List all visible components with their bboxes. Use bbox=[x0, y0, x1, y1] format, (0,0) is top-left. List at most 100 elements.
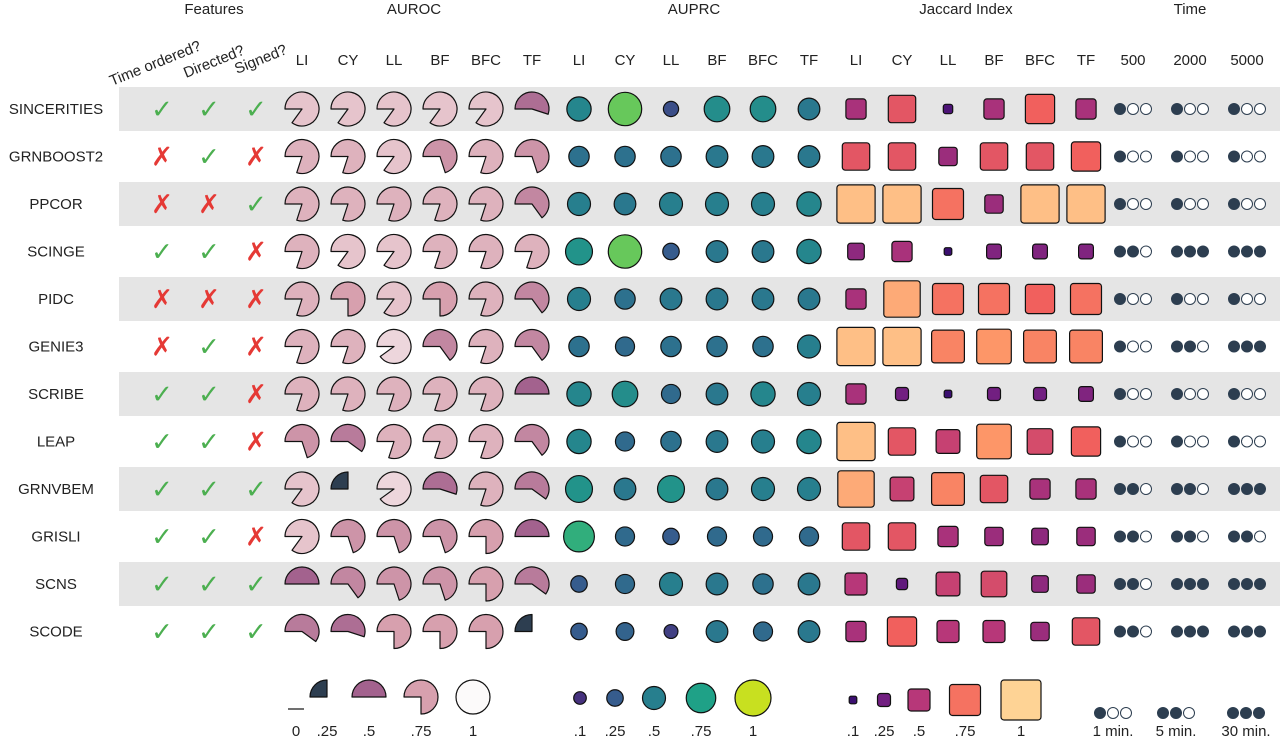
jaccard-square bbox=[1031, 622, 1049, 640]
dataset-subheaders: LI CY LL BF BFC TF LI CY LL BF BFC TF LI CY LL BF BFC TF 5… bbox=[296, 52, 1264, 69]
time-header: 5000 bbox=[1230, 52, 1263, 69]
time-indicator bbox=[1229, 199, 1266, 210]
time-dot bbox=[1172, 199, 1183, 210]
legend-label: .25 bbox=[874, 723, 895, 740]
time-dot bbox=[1128, 199, 1139, 210]
auprc-dot bbox=[615, 146, 635, 166]
auprc-dot bbox=[752, 146, 774, 168]
time-indicator bbox=[1115, 151, 1152, 162]
time-indicator bbox=[1229, 389, 1266, 400]
time-indicator bbox=[1172, 436, 1209, 447]
auroc-pie bbox=[331, 330, 365, 364]
dataset-header: CY bbox=[892, 52, 913, 69]
time-dot bbox=[1185, 579, 1196, 590]
time-indicator bbox=[1115, 626, 1152, 637]
time-dot bbox=[1115, 151, 1126, 162]
legend-label: .25 bbox=[605, 723, 626, 740]
check-icon: ✓ bbox=[151, 618, 173, 648]
dataset-header: LI bbox=[573, 52, 586, 69]
auprc-dot bbox=[658, 476, 685, 503]
time-dot bbox=[1171, 708, 1182, 719]
jaccard-square bbox=[1071, 427, 1100, 456]
jaccard-square bbox=[980, 475, 1007, 502]
jaccard-square bbox=[1079, 387, 1094, 402]
time-indicator bbox=[1229, 294, 1266, 305]
jaccard-square bbox=[846, 621, 866, 641]
time-dot bbox=[1141, 246, 1152, 257]
time-dot bbox=[1095, 708, 1106, 719]
dataset-header: TF bbox=[1077, 52, 1095, 69]
auprc-dot bbox=[706, 288, 728, 310]
time-indicator bbox=[1229, 104, 1266, 115]
auroc-pie bbox=[331, 520, 365, 553]
time-dot bbox=[1229, 389, 1240, 400]
time-dot bbox=[1141, 626, 1152, 637]
legend-label: 30 min. bbox=[1221, 723, 1270, 740]
time-indicator bbox=[1115, 436, 1152, 447]
auroc-pie bbox=[331, 140, 365, 174]
auprc-dot bbox=[797, 192, 821, 216]
time-dot bbox=[1198, 246, 1209, 257]
dataset-header: LI bbox=[296, 52, 309, 69]
time-dot bbox=[1255, 626, 1266, 637]
auroc-pie bbox=[423, 140, 457, 173]
check-icon: ✓ bbox=[245, 618, 267, 648]
auprc-dot bbox=[612, 381, 638, 407]
time-dot bbox=[1141, 104, 1152, 115]
time-dot bbox=[1115, 246, 1126, 257]
cross-icon: ✗ bbox=[151, 285, 173, 315]
auroc-pie bbox=[285, 425, 319, 458]
auroc-pie bbox=[377, 139, 411, 173]
time-indicator bbox=[1115, 246, 1152, 257]
jaccard-square bbox=[943, 104, 952, 113]
time-dot bbox=[1229, 104, 1240, 115]
jaccard-square bbox=[1032, 528, 1049, 545]
auprc-dot bbox=[707, 527, 726, 546]
auprc-dot bbox=[615, 337, 634, 356]
jaccard-square bbox=[1027, 429, 1053, 455]
time-dot bbox=[1198, 579, 1209, 590]
jaccard-square bbox=[896, 388, 909, 401]
time-dot bbox=[1185, 531, 1196, 542]
time-dot bbox=[1115, 484, 1126, 495]
auprc-dot bbox=[798, 621, 820, 643]
legend-square bbox=[908, 689, 930, 711]
check-icon: ✓ bbox=[151, 380, 173, 410]
time-dot bbox=[1115, 626, 1126, 637]
cross-icon: ✗ bbox=[245, 333, 267, 363]
jaccard-square bbox=[1067, 185, 1105, 223]
time-dot bbox=[1184, 708, 1195, 719]
dataset-header: BF bbox=[984, 52, 1003, 69]
dataset-header: BF bbox=[430, 52, 449, 69]
auroc-pie bbox=[423, 615, 457, 649]
jaccard-square bbox=[1071, 284, 1102, 315]
legend-label: .5 bbox=[648, 723, 661, 740]
method-label: PPCOR bbox=[29, 196, 83, 213]
time-dot bbox=[1198, 626, 1209, 637]
auroc-pie bbox=[285, 519, 319, 553]
auroc-pie bbox=[404, 680, 438, 714]
time-indicator bbox=[1172, 579, 1209, 590]
time-dot bbox=[1185, 341, 1196, 352]
jaccard-square bbox=[846, 289, 866, 309]
time-dot bbox=[1229, 579, 1240, 590]
auroc-pie bbox=[515, 140, 549, 173]
auprc-dot bbox=[706, 573, 728, 595]
auroc-pie bbox=[469, 615, 503, 649]
auroc-pie bbox=[469, 520, 503, 554]
auroc-header: AUROC bbox=[387, 1, 441, 18]
auprc-dot bbox=[750, 96, 776, 122]
time-dot bbox=[1141, 151, 1152, 162]
auprc-dot bbox=[706, 431, 728, 453]
auprc-dot bbox=[797, 429, 821, 453]
time-indicator bbox=[1115, 104, 1152, 115]
time-dot bbox=[1172, 484, 1183, 495]
check-icon: ✓ bbox=[245, 475, 267, 505]
jaccard-square bbox=[884, 281, 920, 317]
auprc-dot bbox=[568, 193, 591, 216]
auprc-dot bbox=[567, 97, 591, 121]
time-dot bbox=[1229, 294, 1240, 305]
dataset-header: TF bbox=[523, 52, 541, 69]
time-dot bbox=[1242, 389, 1253, 400]
time-indicator bbox=[1172, 484, 1209, 495]
